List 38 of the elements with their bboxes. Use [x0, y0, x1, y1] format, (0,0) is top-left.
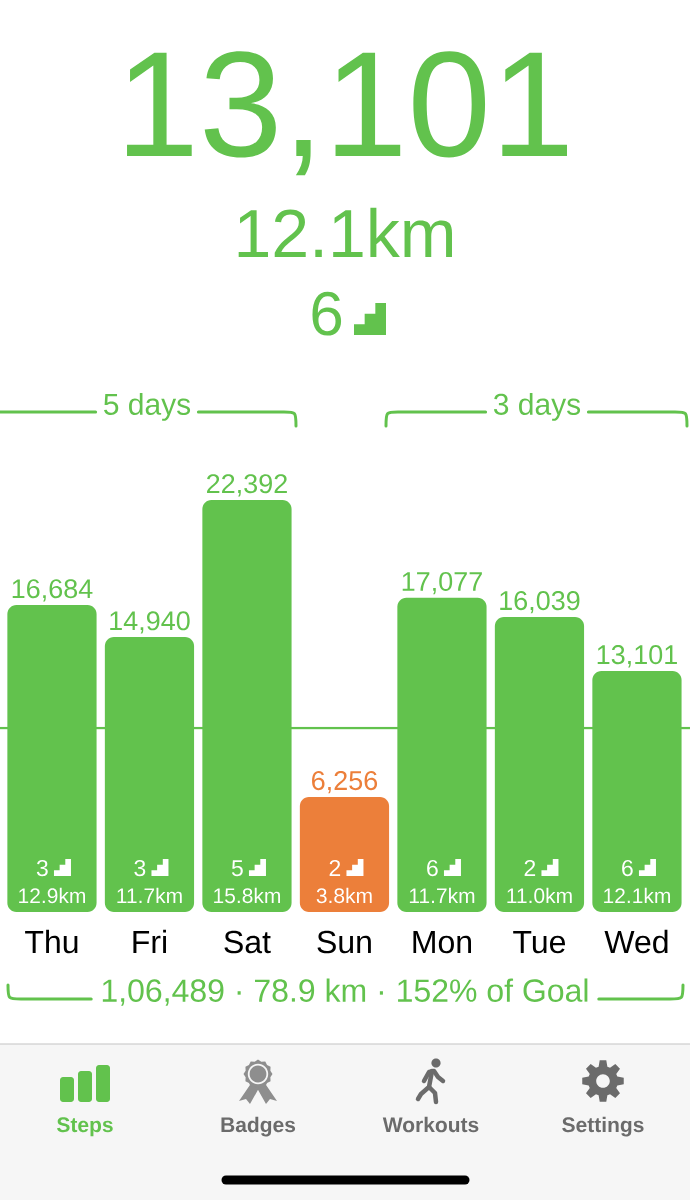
text: 3 days: [493, 392, 581, 421]
chart-title: 13,101: [127, 51, 567, 176]
annotation: 5: [231, 860, 243, 877]
data-label: 6,256: [312, 771, 378, 794]
text: 6: [312, 291, 342, 336]
data-label: 16,684: [12, 579, 93, 602]
x-tick-label: Sat: [224, 930, 271, 954]
data-label: 14,940: [110, 611, 190, 634]
data-label: 17,077: [402, 571, 482, 595]
x-tick-label: Fri: [133, 929, 166, 953]
text: 5 days: [104, 392, 191, 421]
annotation: 15.8km: [214, 887, 280, 904]
data-label: 22,392: [207, 474, 287, 497]
annotation: 3: [36, 859, 48, 877]
annotation: 6: [427, 859, 438, 877]
x-tick-label: Tue: [513, 930, 566, 954]
x-tick-label: Sun: [317, 930, 371, 954]
annotation: 11.7km: [409, 887, 475, 903]
annotation: 11.7km: [117, 887, 182, 903]
text: 1,06,489 · 78.9 km · 152% of Goal: [102, 978, 588, 1006]
x-tick-label: Wed: [604, 929, 668, 954]
x-tick-label: Mon: [413, 930, 471, 954]
x-tick-label: Thu: [25, 929, 78, 954]
annotation: 3.8km: [316, 887, 372, 904]
annotation: 12.1km: [604, 887, 670, 903]
annotation: 6: [622, 859, 633, 877]
annotation: 12.9km: [19, 887, 86, 904]
data-label: 16,039: [500, 591, 580, 614]
text: Workouts: [382, 1116, 479, 1133]
data-label: 13,101: [597, 645, 677, 668]
text: Steps: [57, 1117, 113, 1137]
annotation: 3: [134, 859, 146, 877]
text: Settings: [562, 1116, 644, 1137]
annotation: 2: [524, 859, 536, 876]
annotation: 11.0km: [507, 887, 572, 904]
text: Badges: [221, 1116, 296, 1137]
chart-subtitle: 12.1km: [238, 207, 452, 257]
annotation: 2: [329, 859, 341, 876]
